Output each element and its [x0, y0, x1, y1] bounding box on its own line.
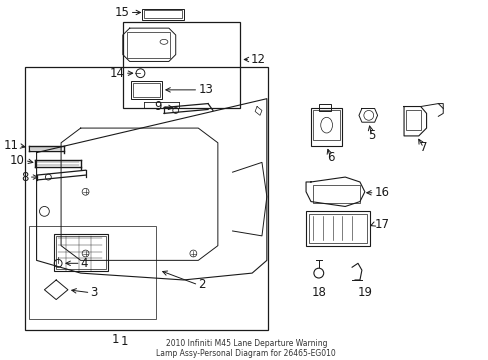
Text: 15: 15: [115, 6, 129, 19]
Text: 1: 1: [111, 333, 119, 346]
Text: 13: 13: [198, 84, 213, 96]
Bar: [312, 185, 359, 203]
Bar: [310, 108, 342, 146]
Bar: [56, 236, 106, 269]
Bar: [29, 226, 156, 319]
Bar: [122, 22, 240, 108]
Bar: [142, 9, 183, 20]
Bar: [54, 234, 108, 271]
Text: 10: 10: [10, 154, 25, 167]
Text: 17: 17: [374, 217, 389, 231]
Bar: [130, 81, 162, 99]
Text: 2010 Infiniti M45 Lane Departure Warning
Lamp Assy-Personal Diagram for 26465-EG: 2010 Infiniti M45 Lane Departure Warning…: [156, 339, 335, 358]
Text: 6: 6: [326, 151, 334, 164]
Bar: [126, 32, 169, 58]
Text: 2: 2: [198, 278, 205, 291]
Text: 7: 7: [419, 141, 427, 154]
Text: 16: 16: [374, 186, 389, 199]
Bar: [144, 10, 181, 18]
Bar: [308, 214, 366, 243]
Bar: [318, 104, 330, 112]
Bar: [405, 111, 420, 130]
Text: 1: 1: [121, 335, 128, 348]
Text: 19: 19: [357, 286, 371, 299]
Text: 8: 8: [21, 171, 29, 184]
Text: 3: 3: [90, 286, 98, 299]
Bar: [305, 211, 369, 246]
Text: 12: 12: [250, 53, 264, 66]
Text: 18: 18: [311, 286, 325, 299]
Bar: [132, 83, 160, 97]
Text: 9: 9: [154, 100, 162, 113]
Bar: [312, 111, 340, 140]
Text: 11: 11: [4, 139, 19, 152]
Text: 14: 14: [109, 67, 124, 80]
Text: 5: 5: [367, 129, 375, 143]
Bar: [25, 67, 267, 330]
Text: 4: 4: [81, 257, 88, 270]
